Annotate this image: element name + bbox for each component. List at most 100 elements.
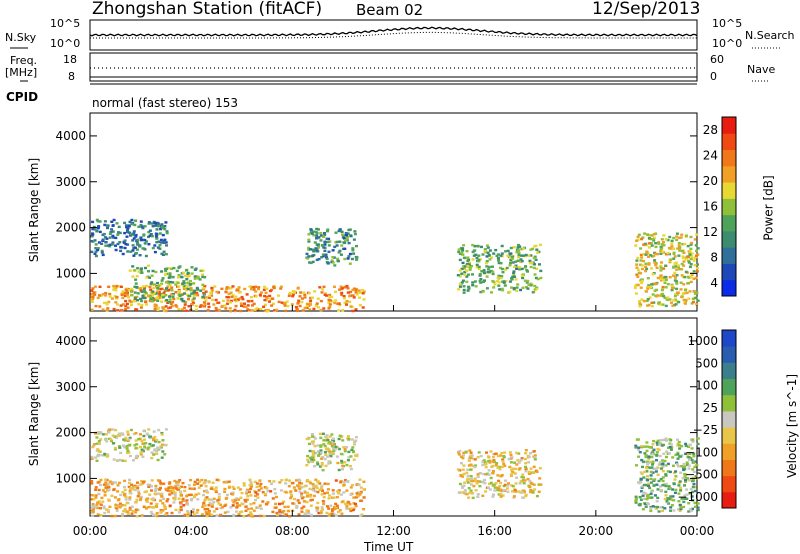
echo-region-3-cell: [474, 464, 477, 467]
echo-region-5-cell: [693, 264, 697, 267]
echo-region-5-cell: [662, 267, 666, 270]
echo-region-3-cell: [499, 481, 503, 485]
colorbar-tick-label: 20: [703, 174, 718, 188]
echo-region-4-cell: [642, 497, 646, 500]
echo-region-0-cell: [231, 493, 235, 496]
echo-region-4-cell: [500, 244, 504, 248]
echo-region-3-cell: [515, 451, 519, 455]
echo-region-1-cell: [139, 445, 142, 449]
echo-region-4-cell: [649, 470, 653, 474]
echo-region-1-cell: [165, 299, 169, 302]
echo-region-4-cell: [672, 471, 676, 475]
echo-region-3-cell: [474, 480, 478, 483]
echo-region-5-cell: [677, 244, 681, 247]
echo-region-0-cell: [183, 303, 187, 306]
freq-unit-label: [MHz]: [5, 66, 38, 79]
echo-region-1-cell: [176, 297, 180, 300]
echo-region-2-cell: [354, 436, 358, 439]
echo-region-5-cell: [636, 268, 640, 272]
echo-region-5-cell: [642, 259, 645, 263]
echo-region-2-cell: [347, 435, 350, 438]
echo-region-4-cell: [471, 281, 475, 284]
echo-region-0-cell: [285, 478, 289, 481]
echo-region-2-cell: [155, 237, 159, 240]
echo-region-0-cell: [95, 503, 99, 507]
echo-region-0-cell: [128, 508, 132, 511]
echo-region-3-cell: [492, 470, 495, 473]
echo-region-3-cell: [465, 479, 469, 482]
echo-region-3-cell: [330, 259, 334, 262]
echo-region-2-cell: [103, 236, 107, 239]
echo-region-4-cell: [518, 245, 522, 248]
echo-region-4-cell: [676, 451, 680, 455]
echo-region-4-cell: [512, 274, 516, 277]
echo-region-0-cell: [98, 285, 102, 288]
echo-region-2-cell: [308, 442, 311, 446]
echo-region-1-cell: [124, 436, 128, 440]
echo-region-4-cell: [664, 482, 668, 486]
echo-region-0-cell: [186, 511, 190, 514]
echo-region-0-cell: [169, 302, 173, 305]
echo-region-5-cell: [650, 244, 654, 247]
echo-region-1-cell: [117, 445, 121, 448]
echo-region-0-cell: [105, 309, 109, 312]
echo-region-0-cell: [257, 489, 261, 492]
echo-region-3-cell: [518, 482, 522, 485]
echo-region-3-cell: [317, 236, 321, 239]
echo-region-0-cell: [92, 494, 96, 497]
echo-region-0-cell: [99, 478, 103, 482]
x-tick-label: 16:00: [477, 524, 512, 538]
echo-region-0-cell: [210, 287, 214, 290]
echo-region-0-cell: [96, 506, 100, 510]
echo-region-3-cell: [499, 493, 503, 496]
echo-region-1-cell: [121, 459, 125, 462]
echo-region-1-cell: [133, 297, 137, 300]
echo-region-0-cell: [190, 487, 194, 490]
echo-region-0-cell: [263, 493, 267, 497]
echo-region-4-cell: [665, 439, 669, 442]
echo-region-0-cell: [292, 291, 296, 294]
echo-region-3-cell: [461, 485, 465, 488]
echo-region-0-cell: [107, 488, 111, 491]
echo-region-1-cell: [168, 273, 172, 276]
echo-region-4-cell: [684, 444, 688, 447]
colorbar-segment: [722, 279, 736, 297]
echo-region-4-cell: [658, 439, 662, 442]
echo-region-0-cell: [250, 507, 254, 510]
echo-region-1-cell: [152, 430, 156, 433]
echo-region-4-cell: [646, 475, 649, 478]
echo-region-3-cell: [513, 489, 517, 492]
echo-region-0-cell: [339, 481, 343, 484]
echo-region-4-cell: [492, 286, 496, 289]
echo-region-0-cell: [106, 307, 110, 310]
echo-region-2-cell: [305, 464, 309, 467]
echo-region-4-cell: [535, 267, 539, 270]
echo-region-0-cell: [268, 480, 272, 483]
echo-region-4-cell: [646, 496, 650, 499]
echo-region-0-cell: [340, 291, 344, 295]
echo-region-4-cell: [465, 250, 469, 253]
echo-region-0-cell: [240, 304, 243, 307]
echo-region-3-cell: [477, 480, 481, 483]
y-tick-label: 4000: [55, 129, 86, 143]
echo-region-0-cell: [139, 306, 143, 309]
echo-region-1-cell: [145, 432, 149, 435]
echo-region-4-cell: [664, 494, 668, 497]
echo-region-1-cell: [91, 445, 95, 449]
echo-region-4-cell: [684, 452, 688, 455]
echo-region-3-cell: [469, 489, 473, 492]
echo-region-0-cell: [303, 293, 307, 296]
echo-region-1-cell: [193, 268, 197, 271]
echo-region-4-cell: [639, 471, 643, 474]
echo-region-0-cell: [325, 511, 329, 515]
echo-region-2-cell: [131, 249, 135, 252]
colorbar-tick-label: 28: [703, 123, 718, 137]
echo-region-1-cell: [187, 274, 191, 278]
echo-region-0-cell: [237, 498, 241, 501]
echo-region-0-cell: [351, 309, 355, 313]
echo-region-4-cell: [654, 505, 658, 509]
echo-region-4-cell: [475, 263, 479, 267]
echo-region-3-cell: [479, 472, 483, 475]
echo-region-0-cell: [170, 305, 174, 308]
echo-region-0-cell: [278, 481, 282, 484]
